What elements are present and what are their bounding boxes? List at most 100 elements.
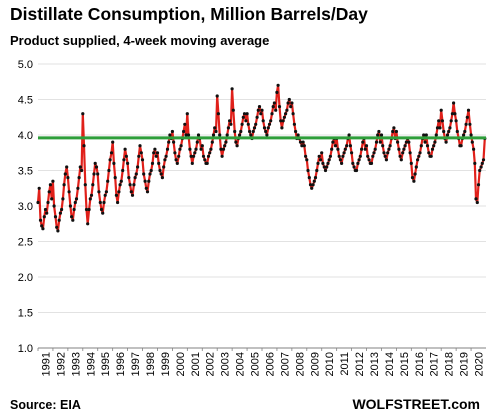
- data-point: [337, 154, 341, 158]
- data-point: [438, 126, 442, 130]
- data-point: [77, 176, 81, 180]
- data-point: [53, 215, 58, 219]
- data-point: [470, 140, 474, 144]
- data-point: [352, 165, 356, 169]
- data-point: [56, 229, 60, 233]
- x-tick-label: 2010: [324, 352, 336, 376]
- data-point: [40, 224, 44, 228]
- data-point: [218, 133, 222, 137]
- data-point: [133, 176, 137, 180]
- data-point: [338, 158, 342, 162]
- data-point: [66, 176, 70, 180]
- brand-watermark: WOLFSTREET.com: [352, 396, 480, 412]
- data-point: [164, 154, 168, 158]
- data-point: [84, 207, 89, 212]
- data-point: [172, 140, 176, 144]
- data-point: [182, 129, 186, 134]
- chart-title: Distillate Consumption, Million Barrels/…: [10, 4, 368, 24]
- data-point: [454, 119, 458, 123]
- data-point: [449, 119, 453, 123]
- data-point: [348, 144, 352, 148]
- data-point: [188, 147, 192, 151]
- data-point: [65, 165, 69, 169]
- data-point: [245, 112, 249, 116]
- x-tick-label: 2006: [264, 352, 276, 376]
- data-point: [381, 144, 385, 148]
- data-point: [175, 161, 179, 165]
- data-point: [305, 158, 309, 162]
- data-point: [304, 154, 308, 158]
- data-point: [111, 140, 115, 144]
- data-point: [162, 165, 166, 169]
- data-point: [106, 179, 110, 183]
- data-point: [209, 147, 213, 151]
- data-point: [453, 112, 457, 116]
- data-point: [364, 144, 369, 148]
- y-tick-label: 2.0: [18, 272, 33, 284]
- data-point: [445, 133, 450, 137]
- series-line: [36, 84, 486, 232]
- data-point: [185, 112, 189, 116]
- x-tick-label: 2012: [354, 352, 366, 376]
- x-tick-label: 1998: [145, 352, 157, 376]
- data-point: [468, 122, 472, 126]
- x-tick-label: 2011: [339, 352, 351, 376]
- data-point: [190, 161, 194, 165]
- data-point: [277, 105, 282, 109]
- data-point: [330, 147, 334, 151]
- data-point: [74, 197, 79, 201]
- data-point: [170, 129, 174, 134]
- data-point: [102, 200, 106, 205]
- data-point: [376, 133, 380, 137]
- data-point: [109, 151, 114, 155]
- data-point: [238, 133, 242, 137]
- data-point: [246, 122, 250, 126]
- data-point: [430, 147, 435, 151]
- data-point: [418, 151, 422, 155]
- data-point: [76, 186, 80, 190]
- data-point: [320, 151, 324, 155]
- data-point: [476, 183, 481, 187]
- data-point: [308, 183, 313, 187]
- data-point: [139, 151, 143, 155]
- data-point: [463, 129, 467, 134]
- data-point: [37, 186, 41, 190]
- x-tick-label: 2020: [474, 352, 486, 376]
- data-point: [255, 115, 259, 119]
- y-tick-label: 2.5: [18, 237, 33, 249]
- data-point: [158, 168, 162, 173]
- data-point: [167, 140, 171, 144]
- x-tick-label: 2016: [414, 352, 426, 376]
- data-point: [412, 179, 416, 183]
- data-point: [128, 183, 132, 187]
- data-point: [396, 140, 400, 144]
- data-point: [399, 158, 403, 162]
- data-point: [280, 126, 284, 130]
- data-point: [272, 101, 276, 105]
- data-point: [86, 222, 90, 226]
- data-point: [388, 144, 392, 148]
- data-point: [221, 147, 226, 151]
- data-point: [231, 108, 235, 112]
- data-point: [264, 129, 268, 134]
- data-point: [403, 144, 407, 148]
- data-point: [444, 140, 448, 144]
- x-tick-label: 1993: [70, 352, 82, 376]
- data-point: [230, 87, 234, 91]
- data-point: [132, 183, 136, 187]
- data-point: [313, 176, 318, 180]
- data-point: [103, 193, 107, 197]
- data-point: [177, 154, 181, 158]
- data-point: [450, 112, 454, 116]
- data-point: [226, 126, 230, 130]
- data-point: [439, 108, 443, 112]
- data-point: [279, 119, 283, 123]
- y-tick-label: 5.0: [18, 59, 33, 71]
- data-point: [331, 140, 335, 144]
- data-point: [157, 161, 161, 165]
- data-point: [336, 147, 340, 151]
- data-point: [282, 115, 286, 119]
- data-point: [410, 176, 415, 180]
- data-point: [186, 133, 191, 137]
- data-point: [398, 154, 402, 158]
